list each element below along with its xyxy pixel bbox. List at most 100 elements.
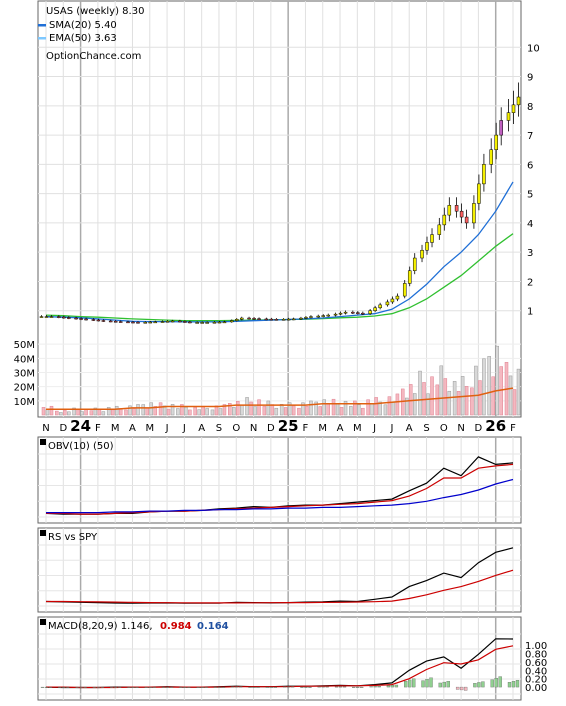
x-tick-label: D — [59, 423, 67, 434]
volume-bar — [136, 404, 140, 416]
indicator-line — [46, 463, 514, 515]
legend-swatch — [38, 37, 46, 40]
volume-bar — [326, 403, 330, 416]
x-tick-label: S — [423, 423, 429, 434]
candle-body — [309, 316, 313, 318]
volume-bar — [45, 409, 50, 416]
volume-bar — [249, 401, 253, 416]
candle-body — [108, 320, 113, 323]
volume-bar — [491, 376, 495, 416]
candle-body — [131, 321, 135, 324]
price-tick-label: 3 — [527, 248, 533, 259]
candle-body — [143, 321, 148, 324]
panel-title: RS vs SPY — [48, 532, 98, 543]
volume-bar — [176, 408, 180, 416]
volume-bar — [245, 397, 249, 416]
macd-histogram-bar — [338, 686, 343, 688]
candle-body — [361, 312, 365, 315]
macd-histogram-bar — [221, 686, 226, 688]
volume-bar — [418, 370, 422, 416]
macd-histogram-bar — [256, 686, 260, 688]
volume-tick-label: 40M — [14, 354, 35, 365]
volume-bar — [378, 401, 382, 416]
volume-bar — [322, 399, 326, 416]
volume-bar — [412, 393, 417, 416]
volume-bar — [343, 400, 348, 416]
macd-tick-label: 0.40 — [525, 666, 547, 677]
volume-bar — [456, 391, 461, 416]
x-tick-label: S — [216, 423, 222, 434]
macd-tick-label: 0.60 — [525, 658, 547, 669]
macd-histogram-bar — [446, 681, 450, 688]
volume-bar — [63, 410, 67, 416]
candle-body — [472, 203, 476, 224]
price-tick-label: 7 — [527, 131, 533, 142]
macd-histogram-bar — [473, 683, 477, 688]
candle-body — [212, 321, 217, 324]
volume-tick-label: 30M — [14, 369, 35, 380]
volume-bar — [197, 409, 201, 416]
macd-histogram-bar — [290, 686, 295, 688]
volume-bar — [106, 407, 111, 416]
candle-body — [183, 321, 187, 323]
candle-body — [326, 314, 330, 317]
volume-bar — [41, 407, 46, 416]
volume-bar — [487, 356, 491, 416]
volume-bar — [114, 405, 119, 416]
candle-body — [217, 321, 222, 324]
volume-bar — [72, 407, 76, 416]
macd-histogram-bar — [360, 686, 364, 688]
volume-bar — [422, 382, 426, 416]
volume-bar — [170, 404, 175, 416]
macd-histogram-bar — [321, 686, 325, 688]
volume-bar — [270, 404, 275, 416]
candle-body — [113, 321, 118, 323]
macd-histogram-bar — [165, 686, 170, 688]
volume-bar — [426, 393, 430, 416]
macd-signal-value: 0.984 — [160, 621, 192, 632]
macd-histogram-bar — [507, 682, 512, 688]
candle-body — [420, 249, 424, 259]
volume-bar — [387, 396, 392, 416]
volume-bar — [435, 384, 440, 416]
candle-body — [477, 183, 481, 204]
volume-bar — [222, 404, 227, 416]
price-tick-label: 2 — [527, 277, 533, 288]
candle-body — [205, 322, 209, 324]
x-tick-label: A — [129, 423, 136, 434]
candle-body — [62, 316, 66, 319]
x-tick-label: N — [42, 423, 49, 434]
volume-bar — [228, 403, 232, 416]
volume-bar — [470, 387, 474, 416]
volume-bar — [89, 410, 94, 416]
macd-histogram-bar — [300, 686, 304, 688]
indicator-line — [46, 645, 514, 689]
macd-histogram-bar — [75, 686, 79, 688]
x-tick-label: 26 — [485, 417, 506, 435]
x-tick-label: N — [457, 423, 464, 434]
macd-histogram-bar — [386, 685, 391, 688]
macd-histogram-bar — [40, 686, 45, 688]
macd-histogram-bar — [377, 686, 381, 688]
volume-bar — [97, 409, 102, 416]
macd-histogram-bar — [498, 676, 502, 688]
macd-histogram-bar — [114, 686, 118, 688]
macd-histogram-bar — [135, 686, 139, 688]
candle-body — [447, 205, 452, 216]
price-tick-label: 9 — [527, 73, 533, 84]
macd-histogram-bar — [144, 686, 148, 688]
macd-histogram-bar — [408, 679, 412, 688]
candle-body — [79, 318, 83, 320]
volume-bar — [201, 405, 205, 416]
volume-bar — [370, 403, 374, 416]
candle-body — [39, 316, 44, 318]
candle-body — [126, 321, 130, 324]
candle-body — [407, 270, 412, 284]
volume-bar — [331, 398, 336, 416]
panel-marker — [40, 619, 46, 625]
volume-bar — [110, 409, 115, 416]
volume-bar — [257, 399, 261, 416]
x-tick-label: J — [165, 423, 169, 434]
candle-body — [464, 216, 469, 224]
